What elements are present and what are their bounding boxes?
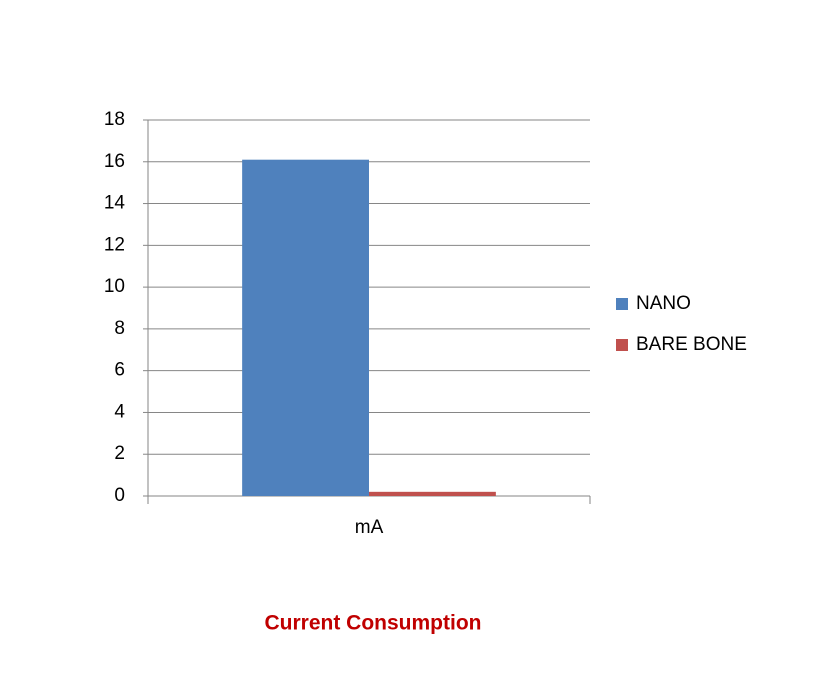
y-tick-label: 10 [104, 276, 125, 297]
bar [242, 159, 369, 496]
y-tick-label: 14 [104, 193, 126, 214]
legend-label: BARE BONE [636, 334, 747, 355]
y-tick-label: 12 [104, 234, 125, 255]
legend-swatch [616, 298, 628, 310]
x-tick-label: mA [355, 517, 384, 538]
y-tick-label: 18 [104, 109, 125, 130]
y-tick-label: 16 [104, 151, 125, 172]
legend-swatch [616, 339, 628, 351]
y-tick-label: 0 [114, 485, 125, 506]
y-tick-label: 2 [114, 443, 125, 464]
legend-label: NANO [636, 293, 691, 314]
y-tick-label: 6 [114, 360, 125, 381]
chart-title: Current Consumption [265, 612, 482, 635]
bar [369, 491, 496, 496]
y-tick-label: 4 [114, 401, 125, 422]
y-tick-label: 8 [114, 318, 125, 339]
